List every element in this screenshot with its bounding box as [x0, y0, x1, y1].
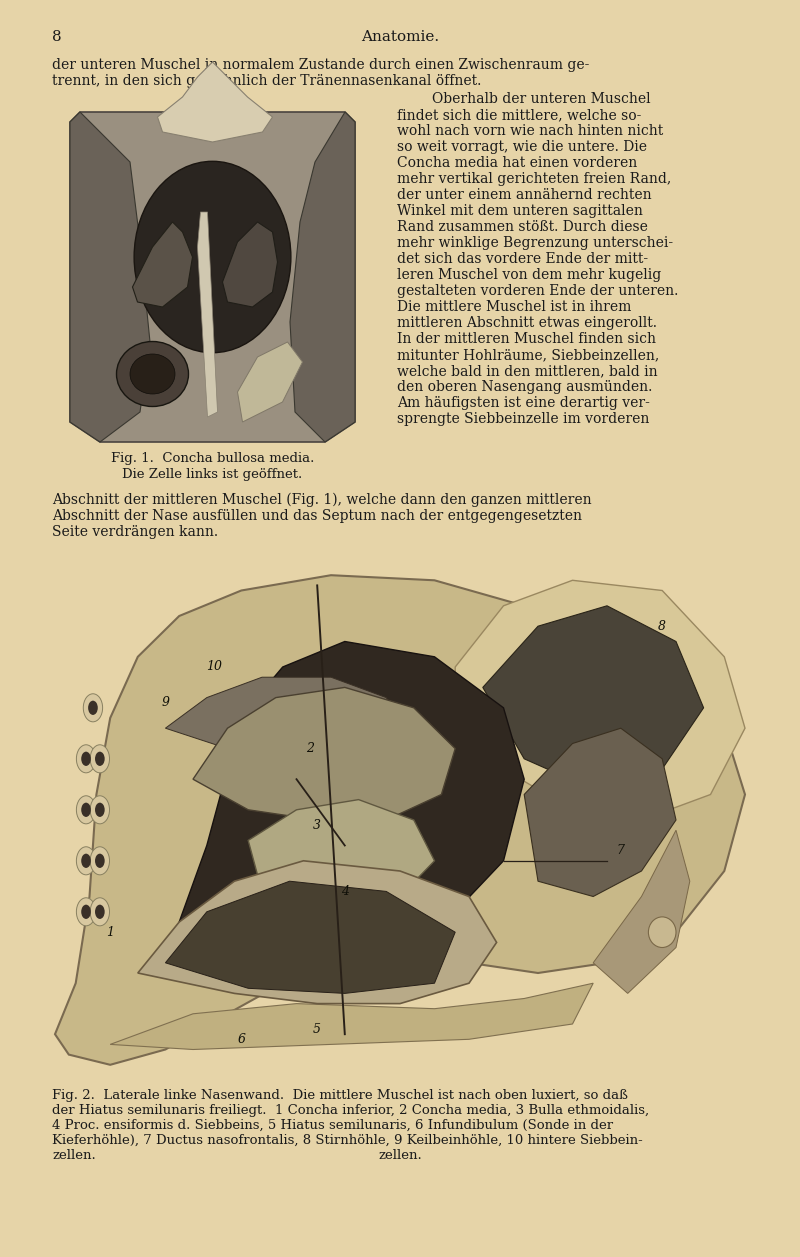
Ellipse shape — [649, 916, 676, 948]
Text: 7: 7 — [617, 845, 625, 857]
Polygon shape — [222, 222, 278, 307]
Ellipse shape — [90, 796, 110, 823]
Ellipse shape — [82, 854, 91, 867]
Polygon shape — [158, 62, 273, 142]
Text: mittleren Abschnitt etwas eingerollt.: mittleren Abschnitt etwas eingerollt. — [397, 316, 657, 331]
Text: Die mittlere Muschel ist in ihrem: Die mittlere Muschel ist in ihrem — [397, 300, 631, 314]
Ellipse shape — [82, 803, 91, 817]
Ellipse shape — [134, 161, 291, 353]
Text: trennt, in den sich gewöhnlich der Tränennasenkanal öffnet.: trennt, in den sich gewöhnlich der Träne… — [52, 74, 482, 88]
Ellipse shape — [95, 752, 105, 766]
Polygon shape — [483, 606, 704, 789]
Ellipse shape — [95, 854, 105, 867]
Text: mitunter Hohlräume, Siebbeinzellen,: mitunter Hohlräume, Siebbeinzellen, — [397, 348, 659, 362]
Text: 6: 6 — [238, 1033, 246, 1046]
Text: 2: 2 — [306, 742, 314, 755]
Text: Am häufigsten ist eine derartig ver-: Am häufigsten ist eine derartig ver- — [397, 396, 650, 410]
Polygon shape — [110, 983, 594, 1050]
Polygon shape — [70, 112, 150, 442]
Text: Winkel mit dem unteren sagittalen: Winkel mit dem unteren sagittalen — [397, 204, 643, 217]
Ellipse shape — [95, 803, 105, 817]
Text: 10: 10 — [206, 660, 222, 674]
Text: In der mittleren Muschel finden sich: In der mittleren Muschel finden sich — [397, 332, 656, 346]
Text: Fig. 1.  Concha bullosa media.: Fig. 1. Concha bullosa media. — [111, 453, 314, 465]
Text: Abschnitt der Nase ausfüllen und das Septum nach der entgegengesetzten: Abschnitt der Nase ausfüllen und das Sep… — [52, 509, 582, 523]
Ellipse shape — [82, 905, 91, 919]
Polygon shape — [193, 688, 455, 820]
Polygon shape — [248, 799, 434, 911]
Text: 8: 8 — [658, 620, 666, 632]
Text: wohl nach vorn wie nach hinten nicht: wohl nach vorn wie nach hinten nicht — [397, 124, 663, 138]
Polygon shape — [179, 641, 524, 953]
Ellipse shape — [83, 694, 102, 722]
Text: 3: 3 — [314, 818, 321, 832]
Text: Seite verdrängen kann.: Seite verdrängen kann. — [52, 525, 218, 539]
Text: den oberen Nasengang ausmünden.: den oberen Nasengang ausmünden. — [397, 380, 652, 393]
Text: leren Muschel von dem mehr kugelig: leren Muschel von dem mehr kugelig — [397, 268, 662, 282]
Text: zellen.: zellen. — [52, 1149, 96, 1161]
Text: der unter einem annähernd rechten: der unter einem annähernd rechten — [397, 189, 652, 202]
Text: 4 Proc. ensiformis d. Siebbeins, 5 Hiatus semilunaris, 6 Infundibulum (Sonde in : 4 Proc. ensiformis d. Siebbeins, 5 Hiatu… — [52, 1119, 613, 1133]
Text: Oberhalb der unteren Muschel: Oberhalb der unteren Muschel — [397, 92, 650, 106]
Text: so weit vorragt, wie die untere. Die: so weit vorragt, wie die untere. Die — [397, 140, 647, 155]
Polygon shape — [133, 222, 193, 307]
Text: Concha media hat einen vorderen: Concha media hat einen vorderen — [397, 156, 638, 170]
Ellipse shape — [76, 897, 96, 926]
Text: sprengte Siebbeinzelle im vorderen: sprengte Siebbeinzelle im vorderen — [397, 412, 650, 426]
Text: Die Zelle links ist geöffnet.: Die Zelle links ist geöffnet. — [122, 468, 302, 481]
Text: 1: 1 — [106, 925, 114, 939]
Polygon shape — [290, 112, 355, 442]
Ellipse shape — [88, 700, 98, 715]
Text: findet sich die mittlere, welche so-: findet sich die mittlere, welche so- — [397, 108, 642, 122]
Ellipse shape — [130, 354, 175, 393]
Text: mehr vertikal gerichteten freien Rand,: mehr vertikal gerichteten freien Rand, — [397, 172, 671, 186]
Text: 4: 4 — [341, 885, 349, 897]
Polygon shape — [198, 212, 218, 417]
Polygon shape — [166, 678, 414, 759]
Ellipse shape — [76, 847, 96, 875]
Text: zellen.: zellen. — [378, 1149, 422, 1161]
Polygon shape — [238, 342, 302, 422]
Text: Abschnitt der mittleren Muschel (Fig. 1), welche dann den ganzen mittleren: Abschnitt der mittleren Muschel (Fig. 1)… — [52, 493, 592, 508]
Text: 5: 5 — [314, 1023, 321, 1036]
Text: der Hiatus semilunaris freiliegt.  1 Concha inferior, 2 Concha media, 3 Bulla et: der Hiatus semilunaris freiliegt. 1 Conc… — [52, 1104, 649, 1117]
Text: Anatomie.: Anatomie. — [361, 30, 439, 44]
Text: Kieferhöhle), 7 Ductus nasofrontalis, 8 Stirnhöhle, 9 Keilbeinhöhle, 10 hintere : Kieferhöhle), 7 Ductus nasofrontalis, 8 … — [52, 1134, 642, 1146]
Text: Fig. 2.  Laterale linke Nasenwand.  Die mittlere Muschel ist nach oben luxiert, : Fig. 2. Laterale linke Nasenwand. Die mi… — [52, 1089, 628, 1102]
Ellipse shape — [76, 745, 96, 773]
Text: 9: 9 — [162, 696, 170, 709]
Ellipse shape — [82, 752, 91, 766]
Ellipse shape — [90, 897, 110, 926]
Polygon shape — [70, 112, 355, 442]
Ellipse shape — [90, 847, 110, 875]
Text: 8: 8 — [52, 30, 62, 44]
Ellipse shape — [76, 796, 96, 823]
Text: der unteren Muschel in normalem Zustande durch einen Zwischenraum ge-: der unteren Muschel in normalem Zustande… — [52, 58, 590, 72]
Text: det sich das vordere Ende der mitt-: det sich das vordere Ende der mitt- — [397, 251, 648, 266]
Text: mehr winklige Begrenzung unterschei-: mehr winklige Begrenzung unterschei- — [397, 236, 673, 250]
Ellipse shape — [90, 745, 110, 773]
Polygon shape — [166, 881, 455, 993]
Polygon shape — [524, 728, 676, 896]
Ellipse shape — [95, 905, 105, 919]
Ellipse shape — [117, 342, 189, 406]
Polygon shape — [138, 861, 497, 1003]
Polygon shape — [455, 581, 745, 820]
Polygon shape — [594, 830, 690, 993]
Text: gestalteten vorderen Ende der unteren.: gestalteten vorderen Ende der unteren. — [397, 284, 678, 298]
Text: Rand zusammen stößt. Durch diese: Rand zusammen stößt. Durch diese — [397, 220, 648, 234]
Text: welche bald in den mittleren, bald in: welche bald in den mittleren, bald in — [397, 365, 658, 378]
Polygon shape — [55, 576, 745, 1065]
